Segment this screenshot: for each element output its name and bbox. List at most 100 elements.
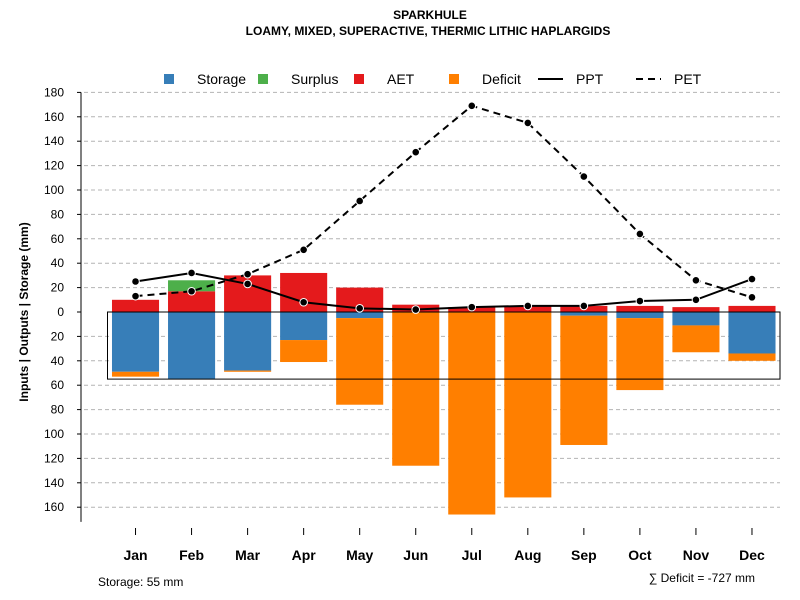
pet-point-sep <box>579 172 589 181</box>
legend-label-ppt: PPT <box>576 71 604 87</box>
deficit-bar-sep <box>560 315 608 445</box>
y-tick-label: 60 <box>51 378 65 392</box>
deficit-bar-jun <box>392 312 440 466</box>
aet-bar-feb <box>168 291 216 312</box>
y-tick-label: 160 <box>44 110 64 124</box>
ppt-point-dec <box>747 274 757 284</box>
x-tick-label-may: May <box>346 547 373 563</box>
ppt-point-aug <box>523 301 533 311</box>
pet-line <box>135 104 753 299</box>
storage-capacity-box <box>107 311 781 380</box>
x-tick-label-jun: Jun <box>403 547 428 563</box>
ppt-point-jun <box>411 305 421 314</box>
deficit-bar-dec <box>728 353 776 361</box>
legend-swatch-surplus <box>258 74 268 84</box>
x-tick-label-sep: Sep <box>571 547 597 563</box>
deficit-bar-nov <box>672 325 720 353</box>
deficit-bar-apr <box>280 340 328 363</box>
ppt-point-nov <box>691 295 701 305</box>
legend-swatch-aet <box>354 74 364 84</box>
deficit-bar-may <box>336 318 384 405</box>
ppt-point-feb <box>187 268 196 278</box>
legend-label-deficit: Deficit <box>482 71 521 87</box>
deficit-bar-jul <box>448 312 496 515</box>
storage-bar-mar <box>224 312 272 371</box>
ppt-point-oct <box>635 296 645 306</box>
pet-point-nov <box>691 275 701 285</box>
chart-title: SPARKHULE <box>393 8 467 22</box>
storage-bar-jan <box>111 312 160 372</box>
pet-point-feb <box>187 286 196 296</box>
pet-point-dec <box>747 293 757 302</box>
y-tick-label: 120 <box>44 451 64 465</box>
legend: Storage Surplus AET Deficit PPT PET <box>164 71 702 87</box>
ppt-point-may <box>355 304 364 313</box>
deficit-bar-mar <box>224 370 272 372</box>
y-axis-label: Inputs | Outputs | Storage (mm) <box>17 222 31 401</box>
legend-swatch-storage <box>164 74 174 84</box>
pet-point-jul <box>467 101 477 111</box>
x-tick-label-nov: Nov <box>683 547 710 563</box>
y-tick-label: 40 <box>51 256 65 270</box>
y-tick-label: 140 <box>44 134 64 148</box>
legend-swatch-deficit <box>449 74 459 84</box>
chart-subtitle: LOAMY, MIXED, SUPERACTIVE, THERMIC LITHI… <box>246 24 611 38</box>
y-tick-label: 0 <box>57 305 64 319</box>
y-tick-label: 20 <box>51 329 65 343</box>
pet-point-oct <box>635 229 645 239</box>
aet-bar-nov <box>672 307 720 312</box>
x-tick-label-apr: Apr <box>292 547 317 563</box>
deficit-note: ∑ Deficit = -727 mm <box>649 571 755 585</box>
ppt-point-jan <box>131 277 140 286</box>
storage-bar-dec <box>728 312 776 354</box>
y-tick-label: 80 <box>51 403 65 417</box>
storage-bar-apr <box>280 312 328 341</box>
y-tick-label: 80 <box>51 207 65 221</box>
y-tick-label: 180 <box>44 85 64 99</box>
storage-bar-nov <box>672 312 720 326</box>
legend-label-aet: AET <box>387 71 415 87</box>
surplus-bar-feb <box>168 280 216 292</box>
ppt-point-apr <box>299 297 308 307</box>
x-tick-label-jul: Jul <box>462 547 482 563</box>
storage-bar-may <box>336 312 384 319</box>
deficit-bar-aug <box>504 312 552 498</box>
aet-bar-dec <box>728 305 776 312</box>
storage-bar-oct <box>616 312 664 319</box>
y-tick-label: 40 <box>51 354 65 368</box>
y-tick-label: 160 <box>44 500 64 514</box>
legend-label-storage: Storage <box>197 71 246 87</box>
ppt-line <box>135 271 753 311</box>
reference-lines <box>107 311 781 380</box>
x-tick-label-dec: Dec <box>739 547 765 563</box>
y-tick-label: 140 <box>44 476 64 490</box>
pet-point-jun <box>411 147 421 157</box>
series-lines <box>131 101 757 314</box>
storage-bar-feb <box>168 312 216 380</box>
storage-note: Storage: 55 mm <box>98 575 183 589</box>
storage-bar-sep <box>560 312 608 316</box>
x-tick-label-aug: Aug <box>514 547 541 563</box>
legend-label-pet: PET <box>674 71 702 87</box>
legend-label-surplus: Surplus <box>291 71 338 87</box>
pet-point-apr <box>299 245 308 255</box>
y-tick-label: 120 <box>44 159 64 173</box>
axes: 180 160 140 120 100 80 60 40 20 0 20 40 60 80 100 120 14… <box>44 85 765 563</box>
x-tick-label-feb: Feb <box>179 547 204 563</box>
y-tick-label: 20 <box>51 281 65 295</box>
y-tick-label: 100 <box>44 183 64 197</box>
aet-bar-jan <box>111 299 160 312</box>
pet-point-jan <box>131 291 140 301</box>
pet-point-aug <box>523 118 533 128</box>
x-tick-label-mar: Mar <box>235 547 260 563</box>
ppt-point-mar <box>243 279 252 289</box>
y-tick-label: 60 <box>51 232 65 246</box>
deficit-bar-oct <box>616 318 664 391</box>
pet-point-mar <box>243 269 252 279</box>
ppt-point-jul <box>467 302 477 312</box>
deficit-bar-jan <box>111 371 160 377</box>
pet-point-may <box>355 196 364 206</box>
x-tick-label-jan: Jan <box>123 547 147 563</box>
aet-bar-oct <box>616 305 664 312</box>
